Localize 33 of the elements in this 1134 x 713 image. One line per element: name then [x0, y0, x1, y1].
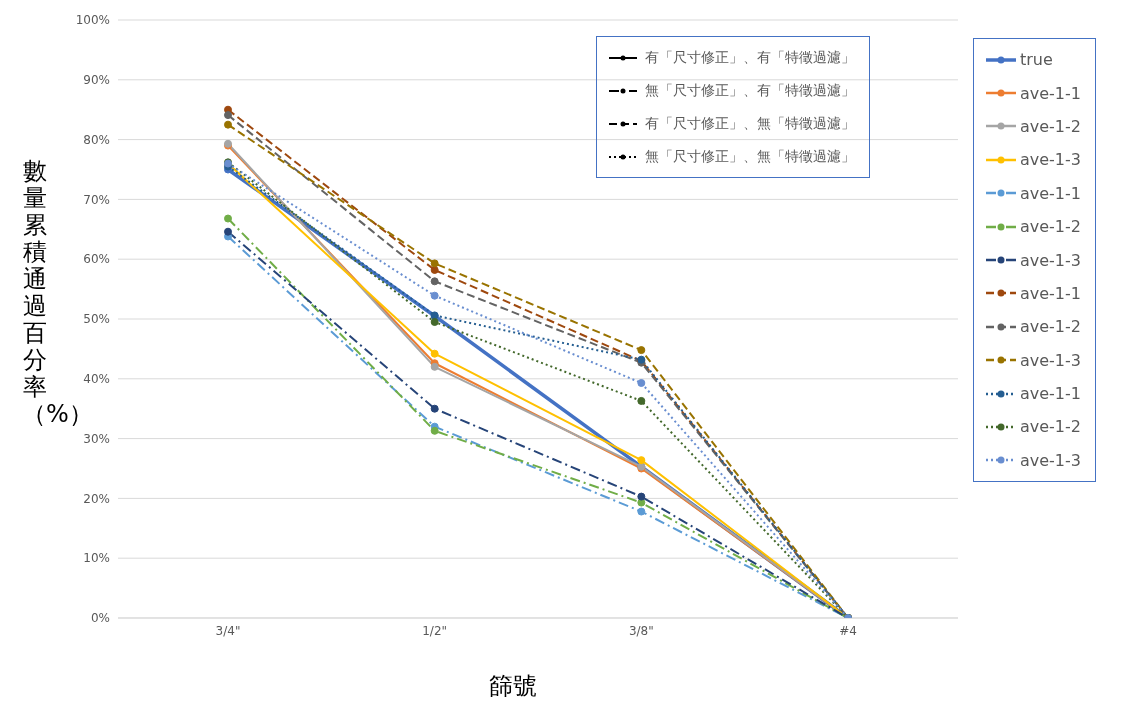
- legend-label: ave-1-3: [1019, 250, 1081, 270]
- annotation: 無「尺寸修正」、無「特徵過濾」: [645, 147, 855, 166]
- y-tick-label: 10%: [83, 551, 110, 566]
- legend-label: ave-1-3: [1019, 350, 1081, 370]
- legend-label: ave-1-1: [1019, 384, 1081, 404]
- legend-label: ave-1-3: [1019, 150, 1081, 170]
- x-tick-label: 1/2": [422, 623, 448, 638]
- y-tick-label: 90%: [83, 73, 110, 88]
- y-tick-label: 60%: [83, 252, 110, 267]
- annotation: 有「尺寸修正」、有「特徵過濾」: [645, 48, 855, 67]
- legend-label: ave-1-2: [1019, 116, 1081, 136]
- y-tick-label: 50%: [83, 312, 110, 327]
- x-tick-label: 3/8": [628, 623, 654, 638]
- legend-label: ave-1-1: [1019, 83, 1081, 103]
- x-axis-title: 篩號: [488, 671, 538, 702]
- legend-label: ave-1-2: [1019, 217, 1081, 237]
- annotation: 有「尺寸修正」、無「特徵過濾」: [645, 114, 855, 133]
- y-tick-label: 0%: [90, 611, 110, 626]
- y-tick-label: 40%: [83, 372, 110, 387]
- y-tick-label: 70%: [83, 192, 110, 207]
- legend-label: ave-1-1: [1019, 183, 1081, 203]
- legend-label: ave-1-2: [1019, 417, 1081, 437]
- x-tick-label: #4: [839, 623, 857, 638]
- y-tick-label: 80%: [83, 132, 110, 147]
- legend-label: true: [1019, 50, 1053, 70]
- legend-label: ave-1-1: [1019, 283, 1081, 303]
- y-tick-label: 100%: [75, 13, 110, 28]
- annotation: 無「尺寸修正」、有「特徵過濾」: [645, 81, 855, 100]
- y-tick-label: 30%: [83, 431, 110, 446]
- legend-label: ave-1-2: [1019, 317, 1081, 337]
- y-tick-label: 20%: [83, 491, 110, 506]
- x-tick-label: 3/4": [215, 623, 241, 638]
- legend-label: ave-1-3: [1019, 450, 1081, 470]
